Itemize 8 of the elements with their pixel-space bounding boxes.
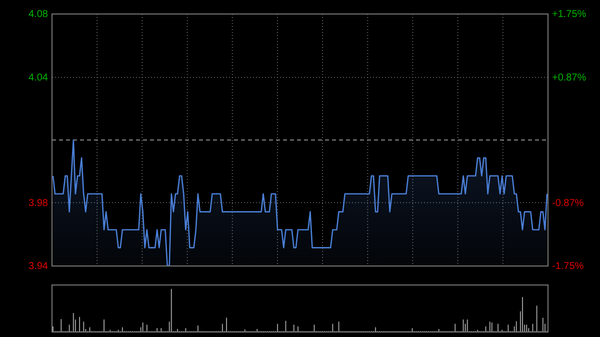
y2-tick-label: +1.75% bbox=[552, 9, 586, 20]
y-tick-label: 3.94 bbox=[28, 261, 48, 272]
y-tick-label: 4.04 bbox=[28, 72, 48, 84]
y2-tick-label: -0.87% bbox=[552, 198, 584, 209]
y-tick-label: 4.08 bbox=[28, 9, 48, 20]
y-tick-label: 3.98 bbox=[28, 198, 48, 209]
y2-tick-label: +0.87% bbox=[552, 72, 586, 84]
y2-tick-label: -1.75% bbox=[552, 261, 584, 272]
